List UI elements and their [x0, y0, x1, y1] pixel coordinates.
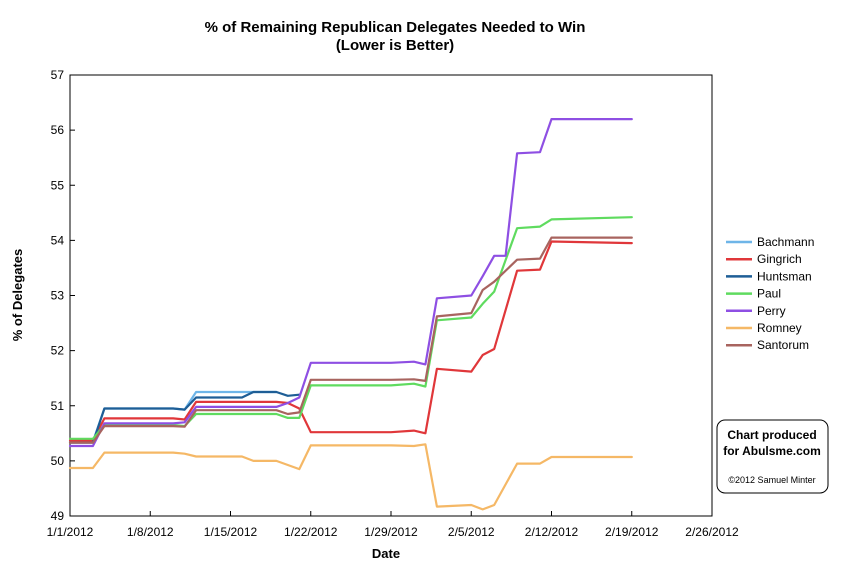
series-line-gingrich — [68, 240, 633, 442]
x-tick-label: 2/12/2012 — [525, 525, 579, 539]
series-line-perry — [68, 117, 633, 448]
series-line-huntsman — [68, 390, 301, 444]
legend-label-huntsman: Huntsman — [757, 269, 812, 283]
legend-label-paul: Paul — [757, 287, 781, 301]
y-tick-label: 53 — [51, 289, 65, 303]
y-axis-title: % of Delegates — [10, 249, 25, 341]
legend: Bachmann Gingrich Huntsman Paul Perry Romney S… — [726, 235, 814, 352]
legend-label-romney: Romney — [757, 321, 802, 335]
y-tick-label: 50 — [51, 454, 65, 468]
x-tick-label: 2/26/2012 — [685, 525, 739, 539]
y-tick-label: 49 — [51, 509, 65, 523]
x-tick-label: 2/5/2012 — [448, 525, 495, 539]
x-tick-label: 1/15/2012 — [204, 525, 258, 539]
x-tick-label: 1/1/2012 — [47, 525, 94, 539]
legend-label-gingrich: Gingrich — [757, 252, 802, 266]
y-tick-label: 56 — [51, 123, 65, 137]
x-tick-label: 1/29/2012 — [364, 525, 418, 539]
x-tick-label: 1/8/2012 — [127, 525, 174, 539]
legend-label-bachmann: Bachmann — [757, 235, 814, 249]
credit-box: Chart produced for Abulsme.com ©2012 Sam… — [716, 419, 829, 494]
y-axis: 49 50 51 52 53 54 55 56 57 — [51, 68, 75, 523]
chart-title: % of Remaining Republican Delegates Need… — [205, 19, 586, 36]
series-line-santorum — [68, 236, 633, 444]
series-line-romney — [68, 443, 633, 511]
x-tick-label: 1/22/2012 — [284, 525, 338, 539]
chart-subtitle: (Lower is Better) — [336, 37, 454, 54]
legend-label-perry: Perry — [757, 304, 786, 318]
y-tick-label: 51 — [51, 399, 65, 413]
x-tick-label: 2/19/2012 — [605, 525, 659, 539]
x-axis: 1/1/2012 1/8/2012 1/15/2012 1/22/2012 1/29/2… — [47, 511, 739, 539]
y-tick-label: 55 — [51, 178, 65, 192]
legend-label-santorum: Santorum — [757, 338, 809, 352]
x-axis-title: Date — [372, 546, 400, 561]
series-lines — [68, 117, 633, 511]
y-tick-label: 54 — [51, 233, 65, 247]
credit-line-2: for Abulsme.com — [723, 444, 821, 458]
y-tick-label: 57 — [51, 68, 65, 82]
plot-area — [69, 74, 713, 517]
credit-line-3: ©2012 Samuel Minter — [728, 475, 815, 485]
y-tick-label: 52 — [51, 344, 65, 358]
credit-line-1: Chart produced — [727, 428, 816, 442]
credit-frame — [716, 419, 829, 494]
